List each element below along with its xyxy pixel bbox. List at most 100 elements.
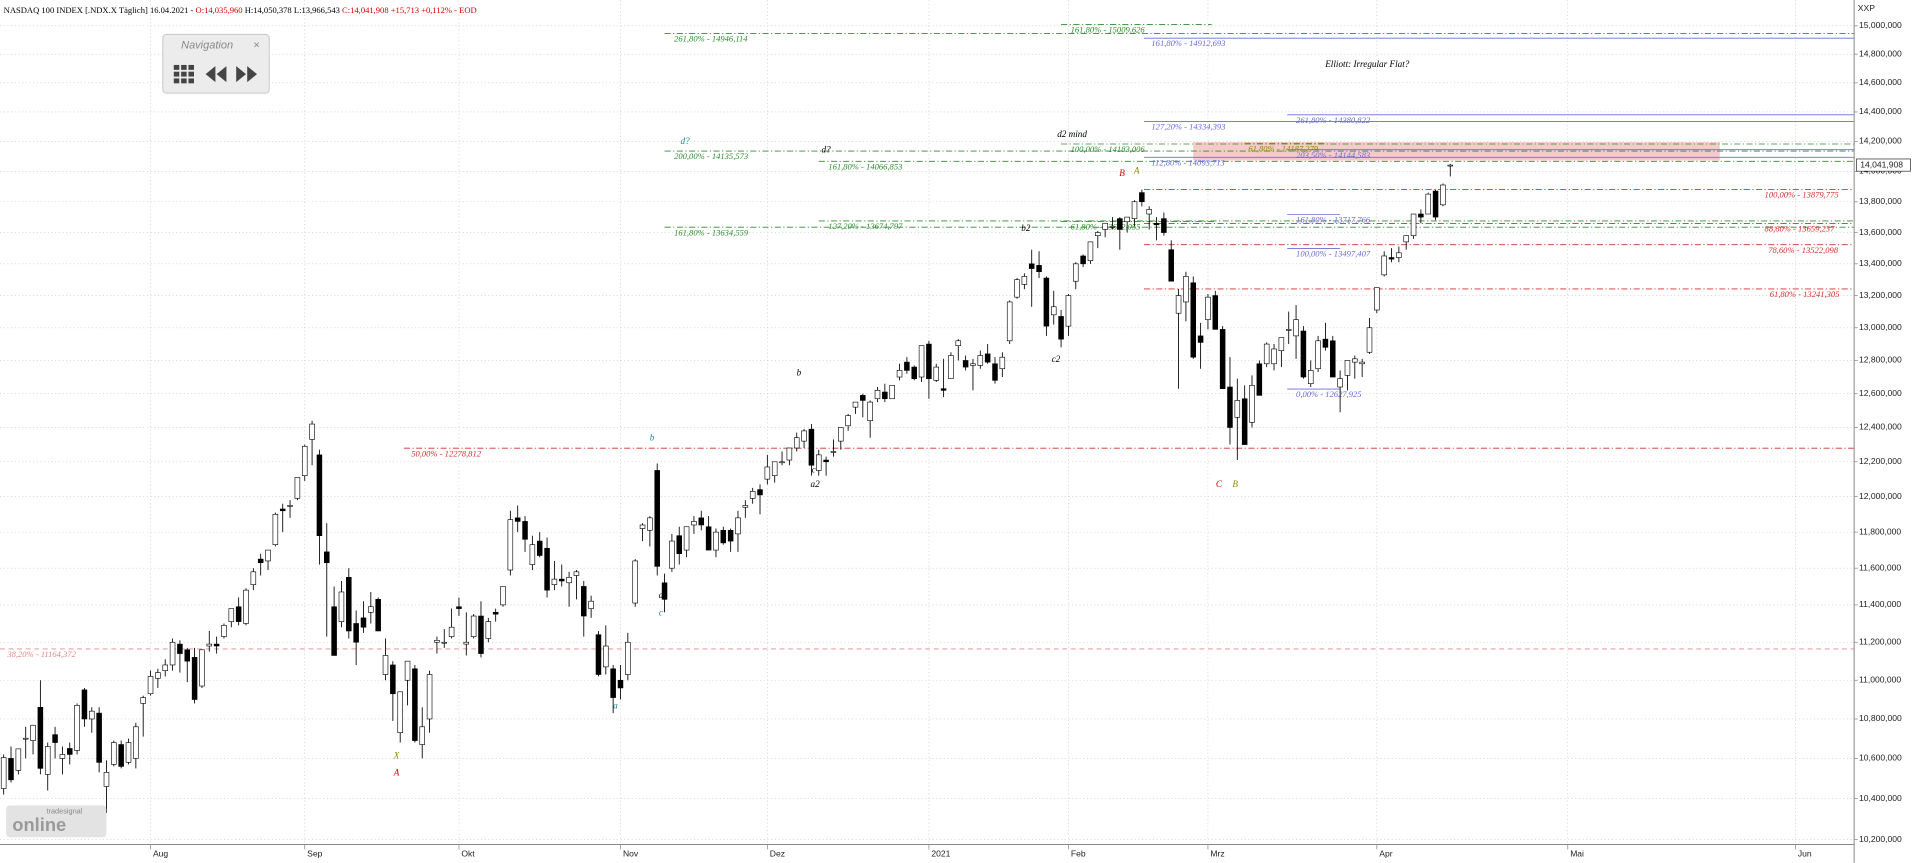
candle-body — [566, 577, 572, 584]
candle-body — [918, 345, 925, 378]
candle-body — [346, 577, 352, 632]
candle-body — [1344, 360, 1351, 376]
candle-body — [1124, 216, 1130, 223]
logo: tradesignal online — [6, 805, 107, 838]
wave-label: d2 mind — [1057, 129, 1087, 139]
nav-back-button[interactable] — [205, 66, 227, 83]
candle-body — [52, 734, 58, 743]
header-part: O:14,035,960 — [196, 5, 243, 15]
wave-label: a — [613, 701, 618, 711]
wave-label: b2 — [1021, 223, 1031, 233]
fib-level-label: 100,00% - 13497,407 — [1296, 249, 1371, 259]
fib-level-label: 161,80% - 15009,626 — [1071, 25, 1146, 35]
candle-body — [147, 676, 154, 695]
y-tick-label: 11,000,000 — [1859, 675, 1901, 685]
candle-body — [118, 744, 124, 767]
candle-body — [1161, 218, 1167, 233]
candle-body — [485, 621, 492, 639]
y-tick-label: 11,400,000 — [1859, 599, 1901, 609]
fib-level-label: 100,00% - 13879,775 — [1765, 190, 1840, 200]
nav-menu-button[interactable] — [173, 64, 194, 84]
wave-label: c — [659, 607, 663, 617]
candle-body — [89, 710, 95, 720]
candle-body — [1043, 277, 1050, 327]
candle-body — [199, 649, 205, 687]
candle-body — [1307, 370, 1314, 384]
fib-level-label: 161,80% - 13717,766 — [1296, 214, 1371, 224]
candle-body — [441, 641, 448, 644]
navigation-widget: Navigation × — [162, 33, 270, 94]
y-tick-label: 13,200,000 — [1859, 290, 1902, 300]
candle-body — [470, 615, 477, 637]
candle-body — [331, 606, 337, 656]
candle-body — [977, 355, 984, 366]
candle-body — [125, 742, 132, 763]
wave-label: A — [1133, 166, 1140, 176]
candle-body — [250, 571, 257, 585]
y-tick-label: 11,600,000 — [1859, 562, 1901, 572]
wave-label: b — [650, 432, 655, 442]
y-tick-label: 12,400,000 — [1859, 422, 1902, 432]
y-tick-label: 10,800,000 — [1859, 713, 1902, 723]
candle-body — [1410, 213, 1417, 236]
header: NASDAQ 100 INDEX [.NDX.X Täglich] 16.04.… — [4, 5, 477, 15]
fib-level-label: 78,60% - 13522,098 — [1768, 245, 1839, 255]
candle-body — [368, 606, 374, 613]
candle-body — [1241, 398, 1248, 445]
candle-body — [676, 535, 682, 554]
candle-body — [691, 521, 697, 526]
wave-label: B — [1232, 479, 1238, 489]
y-tick-label: 14,800,000 — [1859, 48, 1902, 58]
x-tick-label: Nov — [623, 849, 639, 859]
candle-body — [698, 517, 705, 526]
candle-body — [522, 521, 528, 540]
y-tick-label: 12,000,000 — [1859, 491, 1902, 501]
candle-body — [213, 643, 220, 647]
y-tick-label: 12,800,000 — [1859, 355, 1902, 365]
candle-body — [221, 625, 227, 637]
candle-body — [845, 415, 851, 427]
x-tick-label: Feb — [1071, 849, 1086, 859]
fib-level-label: 88,60% - 13659,237 — [1765, 223, 1836, 233]
candle-body — [279, 508, 286, 512]
candle-body — [749, 491, 756, 499]
candle-body — [661, 582, 668, 600]
fib-level-label: 38,20% - 11164,372 — [6, 649, 76, 659]
candle-body — [37, 706, 44, 769]
candle-body — [860, 395, 866, 401]
x-tick-label: Aug — [153, 849, 168, 859]
fib-level-label: 161,80% - 14912,693 — [1151, 38, 1225, 48]
candle-body — [74, 705, 80, 751]
nav-close[interactable]: × — [253, 39, 259, 51]
candle-body — [1366, 327, 1373, 353]
candle-body — [507, 519, 514, 571]
nav-forward-button[interactable] — [236, 66, 258, 83]
candle-body — [874, 390, 881, 400]
candle-body — [324, 551, 330, 564]
candle-body — [1058, 316, 1064, 340]
candle-body — [1227, 386, 1233, 428]
candle-body — [1271, 348, 1277, 365]
candle-body — [1153, 222, 1160, 226]
fib-level-label: 61,80% - 13241,305 — [1770, 289, 1841, 299]
candle-body — [786, 447, 793, 461]
candle-body — [838, 427, 844, 442]
candle-body — [1212, 295, 1219, 330]
candle-body — [353, 623, 359, 643]
candle-body — [500, 586, 506, 606]
candle-body — [1139, 192, 1145, 203]
y-tick-label: 10,400,000 — [1859, 793, 1902, 803]
candle-body — [206, 643, 213, 647]
candle-body — [1175, 295, 1182, 314]
candle-body — [265, 549, 271, 562]
candle-body — [632, 560, 638, 604]
candle-body — [1219, 329, 1226, 389]
fib-level-label: 112,80% - 14093,713 — [1151, 157, 1224, 167]
candle-body — [390, 664, 396, 695]
candle-body — [911, 366, 917, 379]
candle-body — [478, 615, 484, 654]
fib-level-label: 261,80% - 14946,114 — [674, 33, 748, 43]
